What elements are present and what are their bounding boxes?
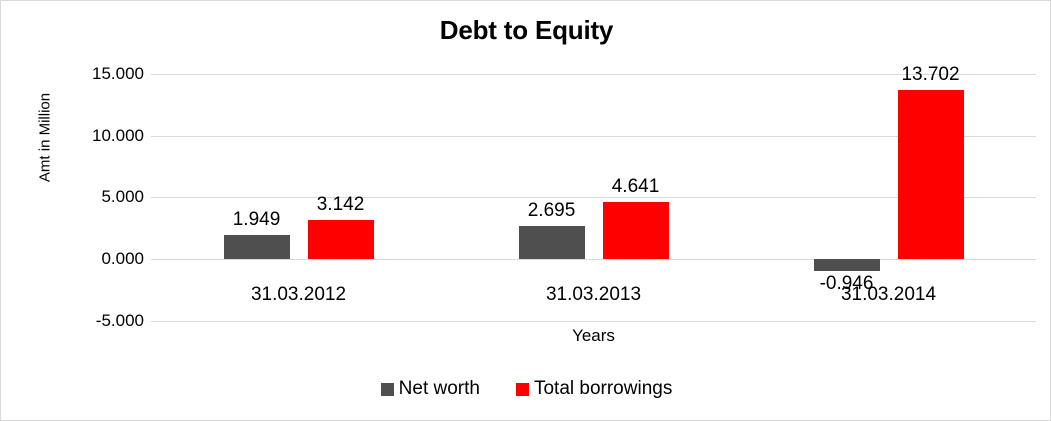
y-tick-label: 0.000 [101, 249, 144, 268]
gridline-10 [151, 136, 1036, 137]
gridline-5 [151, 197, 1036, 198]
legend-item-net-worth[interactable]: Net worth [380, 378, 480, 400]
gridline-0 [151, 259, 1036, 260]
data-label-total-borrowings-2012: 3.142 [316, 194, 365, 216]
data-label-total-borrowings-2014: 13.702 [901, 64, 960, 86]
y-axis-title: Amt in Million [36, 92, 54, 183]
legend-swatch-icon [515, 382, 529, 396]
legend-label: Total borrowings [533, 378, 673, 399]
data-label-net-worth-2012: 1.949 [232, 209, 281, 231]
bar-net-worth-2013[interactable] [518, 225, 585, 260]
bar-total-borrowings-2014[interactable] [897, 90, 964, 260]
y-axis-tick-labels: 15.000 10.000 5.000 0.000 -5.000 [59, 64, 144, 330]
legend-swatch-icon [380, 382, 394, 396]
data-label-net-worth-2013: 2.695 [527, 199, 576, 221]
bar-net-worth-2014[interactable] [813, 259, 880, 271]
y-tick-label: 15.000 [92, 64, 144, 83]
gridline-neg5 [151, 321, 1036, 322]
legend-label: Net worth [398, 378, 480, 399]
chart-title: Debt to Equity [439, 15, 614, 45]
bar-net-worth-2012[interactable] [223, 235, 290, 260]
data-label-net-worth-2014: -0.946 [819, 272, 874, 294]
legend-item-total-borrowings[interactable]: Total borrowings [515, 378, 673, 400]
x-category-label-2013: 31.03.2013 [545, 284, 642, 305]
bar-total-borrowings-2012[interactable] [307, 220, 374, 260]
gridline-15 [151, 74, 1036, 75]
data-label-total-borrowings-2013: 4.641 [611, 175, 660, 197]
x-category-label-2014: 31.03.2014 [840, 284, 937, 305]
bar-total-borrowings-2013[interactable] [602, 201, 669, 260]
y-tick-label: -5.000 [95, 311, 144, 330]
x-axis-title: Years [572, 326, 615, 345]
x-category-label-2012: 31.03.2012 [250, 284, 347, 305]
plot-area [151, 74, 1036, 322]
y-tick-label: 5.000 [101, 187, 144, 206]
y-tick-label: 10.000 [92, 126, 144, 145]
chart-legend: Net worth Total borrowings [1, 378, 1050, 400]
